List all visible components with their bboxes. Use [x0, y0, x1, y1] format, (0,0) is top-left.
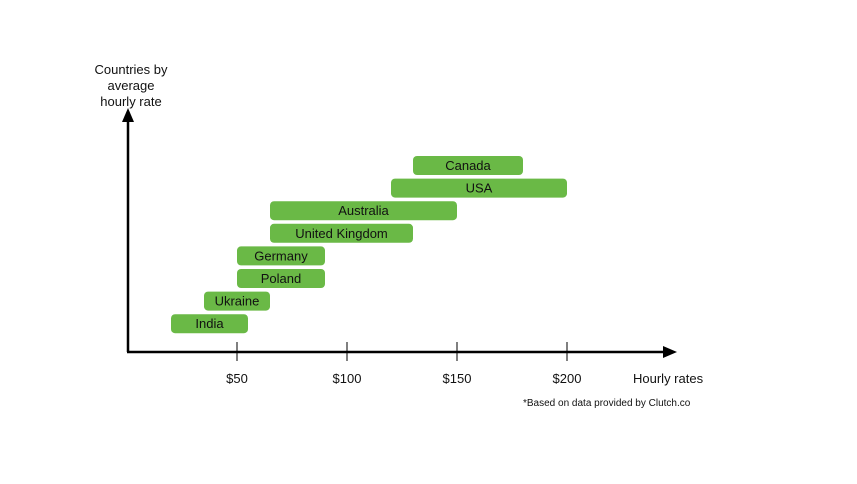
y-axis-title-line: average [108, 78, 155, 93]
x-axis-title: Hourly rates [633, 371, 704, 386]
bar-australia: Australia [270, 201, 457, 221]
y-axis-title-line: hourly rate [100, 94, 161, 109]
bar-label: Germany [254, 248, 308, 263]
bar-label: USA [466, 181, 493, 196]
bar-poland: Poland [237, 269, 325, 288]
bar-label: United Kingdom [295, 226, 388, 241]
bar-label: Ukraine [215, 294, 260, 309]
y-axis-title-line: Countries by [95, 62, 168, 77]
bar-rect [413, 156, 523, 175]
footnote: *Based on data provided by Clutch.co [523, 398, 691, 409]
bar-rect [270, 201, 457, 221]
bar-rect [237, 246, 325, 266]
x-ticks: $50 $100 $150 $200 [226, 342, 581, 386]
bar-ukraine: Ukraine [204, 291, 270, 311]
x-tick-label: $100 [333, 371, 362, 386]
x-tick-label: $50 [226, 371, 248, 386]
bar-label: Australia [338, 203, 389, 218]
bar-label: Canada [445, 158, 491, 173]
bar-canada: Canada [413, 156, 523, 175]
bar-usa: USA [391, 178, 567, 198]
bar-rect [171, 314, 248, 334]
bar-rect [270, 223, 413, 243]
x-axis-arrow [663, 346, 677, 358]
axes [122, 108, 677, 358]
x-tick-label: $200 [553, 371, 582, 386]
bar-rect [391, 178, 567, 198]
bar-rect [237, 269, 325, 288]
bar-label: India [195, 316, 224, 331]
bar-rect [204, 291, 270, 311]
bars: Canada USA Australia United Kingdom Germany P… [171, 156, 567, 334]
y-axis-arrow [122, 108, 134, 122]
bar-germany: Germany [237, 246, 325, 266]
bar-india: India [171, 314, 248, 334]
x-tick-label: $150 [443, 371, 472, 386]
bar-label: Poland [261, 271, 301, 286]
bar-united-kingdom: United Kingdom [270, 223, 413, 243]
